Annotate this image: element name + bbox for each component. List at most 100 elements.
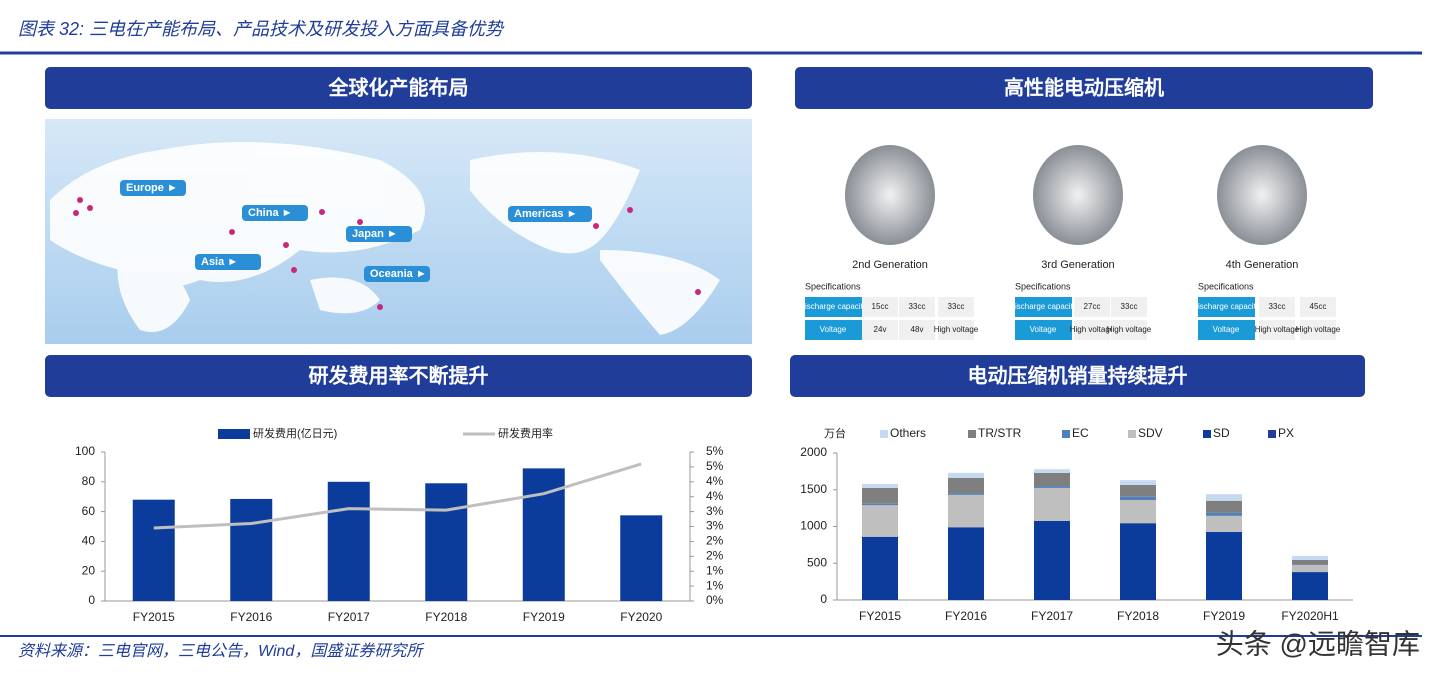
map-label-bg (242, 205, 308, 221)
map-label-bg (346, 226, 412, 242)
legend-swatch (1203, 430, 1211, 438)
bar-segment (1120, 500, 1156, 524)
bar-segment (1206, 515, 1242, 533)
bar-segment (1292, 564, 1328, 566)
x-tick-label: FY2015 (133, 610, 175, 624)
spec-value: 45cc (1310, 302, 1327, 311)
spec-value: 33cc (1269, 302, 1286, 311)
bar-segment (948, 494, 984, 528)
x-tick-label: FY2020 (620, 610, 662, 624)
y-tick-label: 2000 (800, 445, 827, 459)
map-label: Oceania ► (370, 268, 427, 280)
panel-header (795, 67, 1373, 109)
y2-tick-label: 1% (706, 578, 724, 592)
line (153, 462, 642, 530)
spec-cell-bg (1111, 320, 1147, 340)
map-label: China ► (248, 207, 293, 219)
spec-title: Specifications (1015, 281, 1071, 291)
legend-label: Others (890, 426, 926, 440)
legend-label: EC (1072, 426, 1089, 440)
bar-segment (1292, 559, 1328, 565)
legend-swatch (880, 430, 888, 438)
spec-label-bg (1198, 320, 1255, 340)
spec-label: Voltage (1213, 325, 1240, 334)
spec-cell-bg (938, 320, 974, 340)
spec-cell-bg (1074, 297, 1110, 317)
y-tick-label: 0 (820, 592, 827, 606)
spec-cell-bg (899, 297, 935, 317)
bar-segment (862, 503, 898, 506)
map-label-bg (120, 180, 186, 196)
spec-value: High voltage (1070, 325, 1115, 334)
bar (620, 515, 663, 601)
bar-segment (1206, 512, 1242, 516)
x-tick-label: FY2019 (1203, 609, 1245, 623)
spec-cell-bg (862, 320, 898, 340)
bar-segment (1034, 520, 1070, 600)
legend-swatch (218, 429, 250, 439)
spec-label-bg (1015, 297, 1072, 317)
y-tick-label: 60 (82, 504, 96, 518)
y-tick-label: 40 (82, 534, 96, 548)
bar-segment (862, 483, 898, 488)
generation-label: 4th Generation (1226, 259, 1299, 271)
generation-label: 2nd Generation (852, 259, 928, 271)
bar-segment (1292, 555, 1328, 560)
y2-tick-label: 5% (706, 444, 724, 458)
bar-segment (1034, 487, 1070, 521)
x-tick-label: FY2018 (1117, 609, 1159, 623)
compressor-image (845, 145, 935, 245)
bar-segment (1206, 494, 1242, 501)
spec-label: Voltage (1030, 325, 1057, 334)
y2-tick-label: 2% (706, 548, 724, 562)
spec-value: High voltage (934, 325, 979, 334)
y-tick-label: 100 (75, 444, 95, 458)
compressor-image (1033, 145, 1123, 245)
panel-header (790, 355, 1365, 397)
spec-value: 48v (911, 325, 924, 334)
spec-value: High voltage (1107, 325, 1152, 334)
legend-label: TR/STR (978, 426, 1022, 440)
panel-header (45, 67, 752, 109)
x-tick-label: FY2017 (328, 610, 370, 624)
spec-title: Specifications (1198, 281, 1254, 291)
bar (230, 498, 273, 601)
legend-swatch (1062, 430, 1070, 438)
bar-segment (1120, 480, 1156, 485)
generation-label: 3rd Generation (1041, 259, 1114, 271)
panel-header (45, 355, 752, 397)
bar-segment (1120, 523, 1156, 600)
compressor-image (1217, 145, 1307, 245)
panel-title: 高性能电动压缩机 (1004, 75, 1164, 99)
map-label: Europe ► (126, 182, 178, 194)
source: 资料来源：三电官网，三电公告，Wind，国盛证券研究所 (18, 642, 425, 660)
spec-label: Voltage (820, 325, 847, 334)
legend-label: 研发费用(亿日元) (253, 426, 337, 440)
x-tick-label: FY2020H1 (1281, 609, 1339, 623)
spec-label-bg (805, 297, 862, 317)
panel-title: 研发费用率不断提升 (309, 363, 489, 387)
bar-segment (1034, 469, 1070, 473)
legend-swatch (1128, 430, 1136, 438)
bar-segment (1206, 500, 1242, 513)
spec-cell-bg (1111, 297, 1147, 317)
y2-tick-label: 1% (706, 563, 724, 577)
spec-label: Discharge capacity (1192, 302, 1260, 311)
map-label-bg (508, 206, 592, 222)
spec-label-bg (1198, 297, 1255, 317)
spec-cell-bg (862, 297, 898, 317)
y2-tick-label: 2% (706, 534, 724, 548)
spec-label: Discharge capacity (1009, 302, 1077, 311)
spec-cell-bg (1300, 320, 1336, 340)
bar-segment (1034, 472, 1070, 487)
watermark: 头条 @远瞻智库 (1216, 628, 1420, 659)
legend-label: PX (1278, 426, 1294, 440)
bar-segment (1292, 572, 1328, 600)
bar (132, 499, 175, 601)
x-tick-label: FY2016 (945, 609, 987, 623)
y2-tick-label: 3% (706, 504, 724, 518)
bar-segment (1292, 565, 1328, 573)
map-label-bg (195, 254, 261, 270)
map-label: Japan ► (352, 228, 398, 240)
